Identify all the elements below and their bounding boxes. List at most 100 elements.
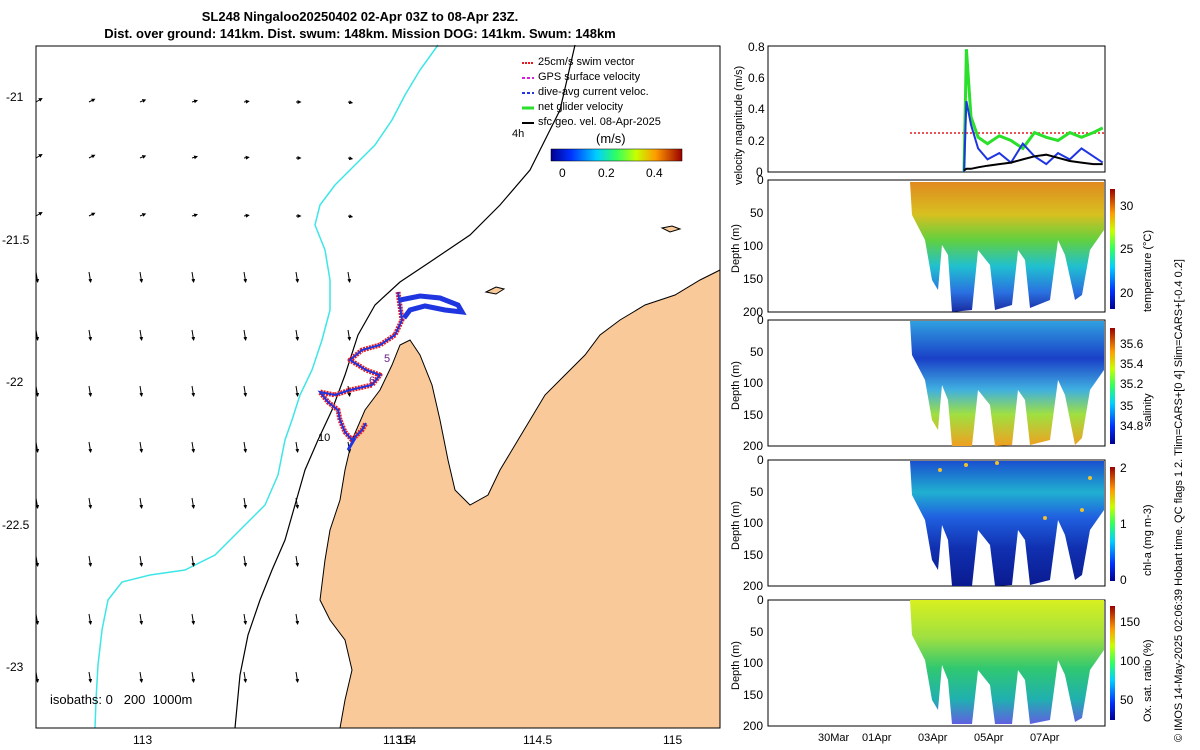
salinity-panel: [767, 319, 1115, 447]
series-geo-vel: [963, 153, 1103, 172]
temp-ctick: 30: [1120, 199, 1134, 213]
depth-tick: 50: [750, 344, 764, 359]
isobaths-note: isobaths: 0 200 1000m: [50, 692, 193, 707]
depth-tick: 100: [743, 656, 764, 670]
vel-ytick: 0.4: [748, 102, 765, 116]
geo-velocity-arrow: [88, 154, 96, 159]
vel-ytick: 0.8: [748, 40, 765, 54]
depth-tick: 50: [750, 624, 764, 639]
day-marker: 6: [369, 375, 376, 387]
chla-panel: [767, 459, 1115, 587]
geo-velocity-arrow: [35, 211, 43, 217]
legend-label-gps: GPS surface velocity: [538, 71, 641, 83]
geo-velocity-arrow: [88, 555, 93, 567]
depth-tick: 200: [743, 439, 764, 453]
current-velocity-track: [317, 291, 404, 442]
geo-velocity-arrow: [139, 213, 147, 217]
temperature-colorbar: [1110, 189, 1115, 309]
temp-clabel: temperature (°C): [1142, 229, 1154, 312]
vel-ytick: 0: [756, 165, 763, 179]
lat-tick: -23: [6, 660, 24, 674]
geo-velocity-arrow: [347, 156, 354, 161]
colorbar-tick: 0.2: [598, 166, 615, 180]
depth-tick: 200: [743, 719, 764, 733]
geo-velocity-arrow: [139, 385, 144, 397]
geo-velocity-arrow: [88, 497, 93, 509]
geo-velocity-arrow: [88, 385, 93, 397]
velocity-frame: [767, 45, 1106, 173]
geo-velocity-arrow: [191, 441, 196, 453]
depth-ylabel: Depth (m): [730, 641, 742, 690]
geo-velocity-arrow: [243, 329, 248, 341]
geo-velocity-arrow: [139, 613, 144, 625]
temperature-field: [910, 182, 1104, 312]
geo-velocity-arrow: [295, 385, 300, 397]
legend-label-dive: dive-avg current veloc.: [538, 86, 649, 98]
day-marker: 5: [384, 353, 391, 365]
geo-velocity-arrow: [191, 213, 199, 218]
depth-tick: 100: [743, 239, 764, 253]
geo-velocity-arrow: [88, 671, 93, 683]
depth-tick: 200: [743, 579, 764, 593]
ox-ctick: 150: [1120, 615, 1141, 629]
coastline-cyan: [94, 44, 439, 729]
depth-tick: 0: [757, 173, 764, 187]
geo-velocity-arrow: [88, 613, 93, 625]
lon-tick: 114: [397, 733, 417, 747]
geo-velocity-arrow: [191, 329, 196, 341]
chla-colorbar: [1110, 467, 1115, 581]
geo-velocity-arrow: [243, 213, 250, 218]
current-velocity-tail: [399, 293, 467, 320]
oxygen-colorbar: [1110, 606, 1115, 720]
day-marker: 10: [318, 432, 331, 444]
depth-tick: 200: [743, 305, 764, 319]
sal-ctick: 35.2: [1120, 377, 1144, 391]
vel-ytick: 0.6: [748, 71, 765, 85]
sfc-geo-velocity-arrows: [35, 97, 354, 683]
geo-velocity-arrow: [191, 613, 196, 625]
time-tick: 30Mar: [818, 732, 850, 744]
velocity-panel: [767, 45, 1106, 173]
geo-velocity-arrow: [88, 212, 96, 217]
depth-tick: 50: [750, 206, 764, 220]
current-velocity-spike: [346, 437, 357, 451]
geo-velocity-arrow: [139, 155, 147, 159]
ox-ctick: 100: [1120, 654, 1141, 668]
oxygen-field: [910, 600, 1104, 724]
chla-ctick: 1: [1120, 517, 1127, 531]
sal-ctick: 35: [1120, 399, 1134, 413]
sal-ctick: 35.6: [1120, 337, 1144, 351]
map-colorbar: [550, 148, 683, 162]
sal-ctick: 35.4: [1120, 357, 1144, 371]
geo-velocity-arrow: [347, 271, 352, 283]
sal-ctick: 34.8: [1120, 419, 1144, 433]
credit-note: © IMOS 14-May-2025 02:06:39 Hobart time.…: [1173, 259, 1185, 742]
lat-tick: -21: [6, 90, 24, 104]
chla-ctick: 2: [1120, 461, 1127, 475]
depth-tick: 50: [750, 484, 764, 499]
lon-tick: 115: [663, 733, 683, 747]
geo-velocity-arrow: [295, 271, 300, 283]
geo-velocity-arrow: [347, 214, 354, 219]
geo-velocity-arrow: [243, 497, 248, 509]
geo-velocity-arrow: [191, 99, 199, 104]
temp-ctick: 20: [1120, 286, 1134, 300]
map-frame: [35, 45, 721, 729]
glider-track: [317, 291, 467, 451]
geo-velocity-arrow: [88, 329, 93, 341]
geo-velocity-arrow: [243, 613, 248, 625]
geo-velocity-arrow: [243, 385, 248, 397]
depth-tick: 150: [743, 272, 764, 286]
depth-tick: 150: [743, 407, 764, 422]
geo-velocity-arrow: [191, 155, 199, 160]
depth-tick: 0: [757, 313, 764, 327]
colorbar-unit-label: (m/s): [596, 131, 626, 146]
colorbar-tick: 0.4: [646, 166, 663, 180]
legend-label-geo: sfc geo. vel. 08-Apr-2025: [538, 116, 661, 128]
colorbar-tick: 0: [559, 166, 566, 180]
lon-tick: 114.5: [523, 733, 553, 747]
geo-velocity-arrow: [191, 555, 196, 567]
geo-velocity-arrow: [295, 613, 300, 625]
series-dive-avg: [963, 100, 1104, 173]
